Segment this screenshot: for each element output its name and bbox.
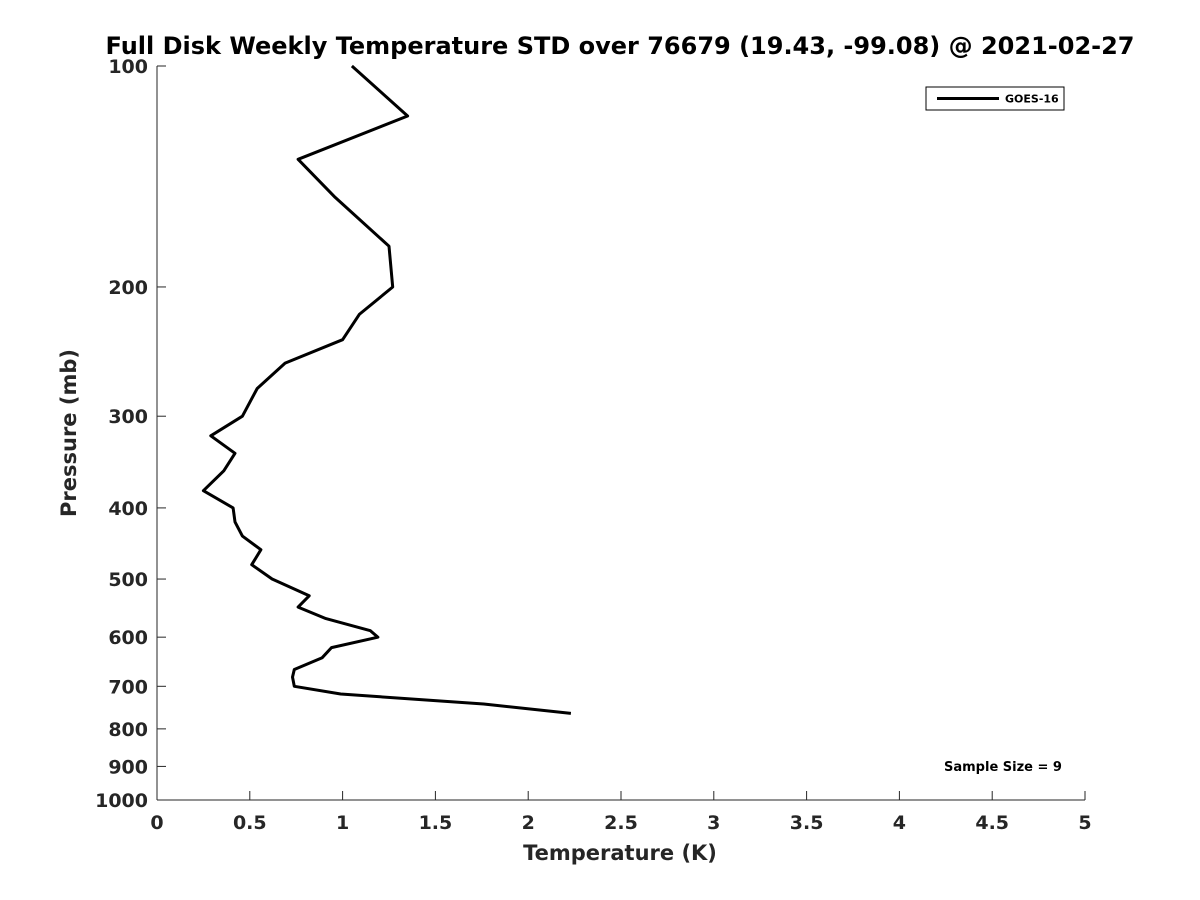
- x-tick-label: 0: [150, 812, 163, 834]
- x-axis-ticks: 0 0.5 1 1.5 2 2.5 3 3.5 4 4.5 5: [150, 791, 1092, 834]
- x-axis-label: Temperature (K): [523, 841, 717, 865]
- series-line-goes-16: [201, 64, 572, 715]
- y-tick-label: 1000: [95, 790, 148, 812]
- y-axis-ticks: 100 200 300 400 500 600 700 800 900 1000: [95, 56, 166, 812]
- y-tick-label: 200: [108, 277, 148, 299]
- y-tick-label: 700: [108, 676, 148, 698]
- y-axis-label: Pressure (mb): [57, 349, 81, 517]
- y-tick-label: 900: [108, 756, 148, 778]
- x-tick-label: 1: [336, 812, 349, 834]
- x-tick-label: 4: [893, 812, 906, 834]
- x-tick-label: 4.5: [975, 812, 1009, 834]
- x-tick-label: 0.5: [233, 812, 267, 834]
- x-tick-label: 2: [522, 812, 535, 834]
- y-tick-label: 300: [108, 406, 148, 428]
- x-tick-label: 3: [707, 812, 720, 834]
- y-tick-label: 100: [108, 56, 148, 78]
- legend: GOES-16: [925, 86, 1065, 111]
- x-tick-label: 2.5: [604, 812, 638, 834]
- y-tick-label: 400: [108, 498, 148, 520]
- x-tick-label: 1.5: [419, 812, 453, 834]
- x-tick-label: 5: [1078, 812, 1091, 834]
- chart-title: Full Disk Weekly Temperature STD over 76…: [106, 32, 1135, 60]
- y-tick-label: 600: [108, 627, 148, 649]
- y-tick-label: 500: [108, 569, 148, 591]
- legend-label-goes-16: GOES-16: [1005, 93, 1059, 106]
- x-tick-label: 3.5: [790, 812, 824, 834]
- y-tick-label: 800: [108, 719, 148, 741]
- sample-size-annotation: Sample Size = 9: [944, 760, 1062, 775]
